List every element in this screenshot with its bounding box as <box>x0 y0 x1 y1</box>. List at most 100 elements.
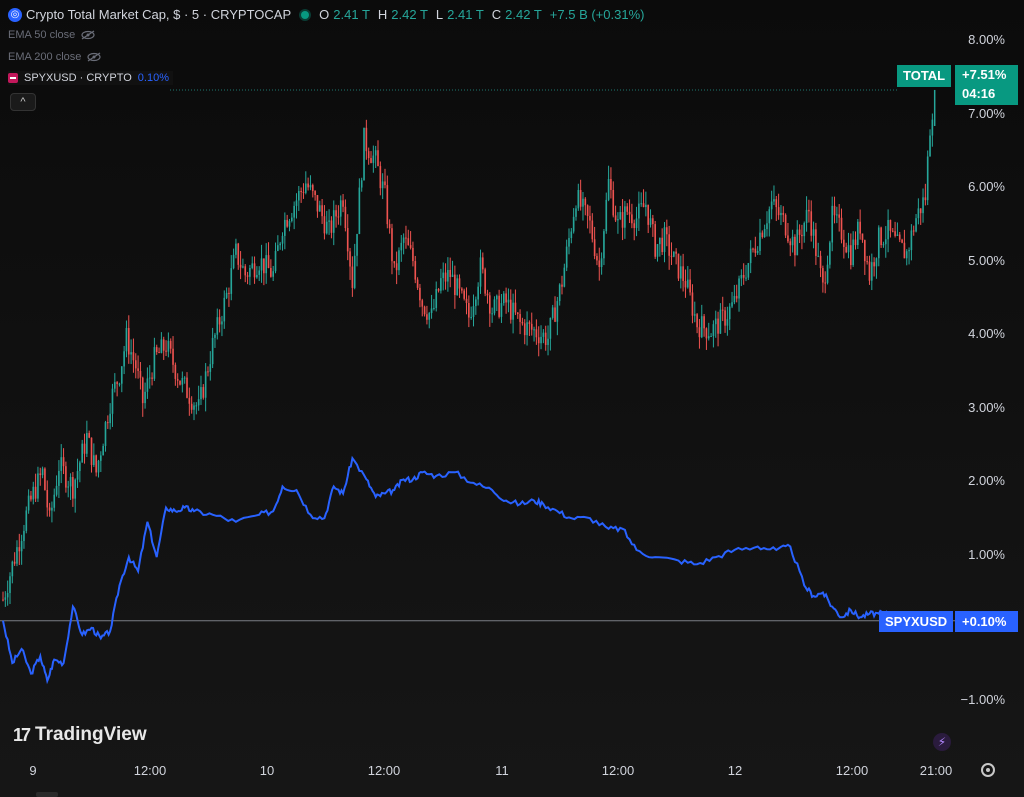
y-tick-label: 2.00% <box>968 473 1005 488</box>
total-candle-body <box>83 443 86 454</box>
total-candle-body <box>507 299 510 303</box>
total-candle-body <box>316 195 319 212</box>
total-candle-body <box>342 200 344 207</box>
total-candle-body <box>465 298 468 303</box>
total-candle-body <box>267 255 270 268</box>
total-candle-body <box>661 237 663 253</box>
total-candle-body <box>472 306 475 317</box>
indicator-ema200[interactable]: EMA 200 close <box>8 51 101 63</box>
total-candle-body <box>514 302 517 313</box>
total-candle-body <box>55 485 58 495</box>
total-value: +7.51% <box>962 67 1007 82</box>
total-candle-body <box>39 473 42 476</box>
total-candle-body <box>526 322 528 336</box>
compare-symbol-legend[interactable]: SPYXUSD · CRYPTO 0.10% <box>8 71 173 85</box>
total-candle-body <box>873 262 875 267</box>
eye-off-icon[interactable] <box>81 30 95 40</box>
total-candle-body <box>763 229 766 238</box>
total-candle-body <box>249 267 251 277</box>
total-candle-body <box>919 208 922 214</box>
total-candle-body <box>118 383 121 385</box>
total-candle-body <box>221 321 223 325</box>
total-candle-body <box>9 576 11 593</box>
total-candle-body <box>16 547 18 564</box>
chevron-up-icon[interactable]: ^ <box>10 93 36 111</box>
total-candle-body <box>624 206 626 228</box>
symbol-legend[interactable]: ◎ Crypto Total Market Cap, $ · 5 · CRYPT… <box>8 7 644 22</box>
indicator-ema50[interactable]: EMA 50 close <box>8 29 95 41</box>
total-candle-body <box>332 210 335 233</box>
bolt-icon[interactable]: ⚡ <box>933 733 951 751</box>
total-candle-body <box>4 597 7 600</box>
total-candle-body <box>486 293 489 296</box>
total-candle-body <box>209 364 212 372</box>
total-candle-body <box>614 215 617 221</box>
symbol-title[interactable]: Crypto Total Market Cap, $ · 5 · CRYPTOC… <box>26 7 292 22</box>
total-candle-body <box>176 378 179 381</box>
total-candle-body <box>591 220 594 240</box>
total-candle-body <box>58 470 60 486</box>
total-candle-body <box>325 221 328 234</box>
total-candle-body <box>617 219 619 221</box>
total-candle-body <box>479 257 482 287</box>
total-candle-body <box>116 382 118 384</box>
total-candle-body <box>223 297 226 322</box>
total-candle-body <box>572 216 575 232</box>
total-candle-body <box>926 156 929 201</box>
y-tick-label: 8.00% <box>968 32 1005 47</box>
total-candle-body <box>363 127 365 181</box>
remove-compare-icon[interactable] <box>8 73 18 83</box>
total-candle-body <box>468 302 470 318</box>
total-candle-body <box>700 316 703 338</box>
total-candle-body <box>328 220 330 222</box>
total-candle-body <box>235 243 237 255</box>
time-scale-scrollbar[interactable] <box>36 792 58 797</box>
total-candle-body <box>230 268 233 294</box>
total-candle-body <box>603 231 605 259</box>
y-tick-label: −1.00% <box>960 692 1005 707</box>
total-candle-body <box>600 258 603 268</box>
total-candle-body <box>542 332 545 337</box>
tradingview-logo[interactable]: 17 TradingView <box>13 724 147 746</box>
total-candle-body <box>570 231 573 239</box>
total-candle-body <box>174 364 177 379</box>
total-candle-body <box>30 495 32 500</box>
total-candle-body <box>130 352 132 355</box>
gear-icon[interactable] <box>981 763 995 777</box>
total-candle-body <box>297 191 300 201</box>
total-candle-body <box>216 317 219 335</box>
total-candle-body <box>693 314 696 316</box>
total-candle-body <box>845 246 847 253</box>
total-candle-body <box>808 209 810 212</box>
total-candle-body <box>752 248 754 250</box>
eye-off-icon[interactable] <box>87 52 101 62</box>
total-candle-body <box>698 327 701 338</box>
total-candle-body <box>442 272 445 279</box>
total-candle-body <box>293 205 295 218</box>
total-candle-body <box>537 337 540 344</box>
total-candles <box>2 89 936 607</box>
total-candle-body <box>104 422 107 446</box>
total-candle-body <box>696 314 698 328</box>
total-candle-body <box>682 266 684 281</box>
total-candle-body <box>903 242 906 259</box>
total-candle-body <box>908 250 910 252</box>
total-candle-body <box>891 230 894 232</box>
total-candle-body <box>225 292 228 298</box>
total-candle-body <box>106 422 109 424</box>
total-candle-body <box>13 561 16 564</box>
total-candle-body <box>335 210 337 217</box>
spyxusd-value-tag: +0.10% <box>955 611 1018 632</box>
x-tick-label: 12:00 <box>835 763 869 778</box>
total-candle-body <box>158 352 160 354</box>
total-candle-body <box>151 377 153 379</box>
total-candle-body <box>901 239 903 243</box>
total-candle-body <box>787 235 789 242</box>
total-candle-body <box>391 228 393 262</box>
total-candle-body <box>749 248 752 264</box>
ohlc-high-value: 2.42 T <box>391 7 428 22</box>
y-tick-label: 5.00% <box>968 253 1005 268</box>
total-candle-body <box>689 279 691 293</box>
